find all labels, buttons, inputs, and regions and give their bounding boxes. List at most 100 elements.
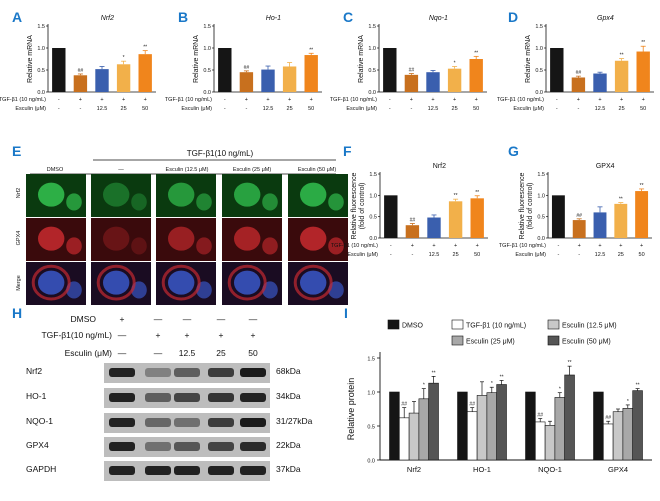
significance-label: ## [537,413,543,419]
wb-mark-tgf-3: + [219,330,224,340]
legend-label: Esculin (12.5 μM) [562,323,617,330]
wb-band [109,442,135,451]
chart-g: 0.0 0.5 1.0 1.5 GPX4 Relative fluorescence (fo… [499,163,652,258]
category-label: NQO-1 [538,465,562,474]
wb-mark-tgf-2: + [185,330,190,340]
wb-band [174,368,200,377]
wb-band [145,466,171,475]
if-cytoplasm-ring [96,264,136,301]
if-cell-bg [91,218,151,261]
y-axis-label-unit: (fold of control) [527,183,534,230]
bar [635,191,649,238]
tgf-mark: + [245,97,248,103]
significance-label: ## [469,402,475,408]
bar [384,195,398,238]
esculin-row-label: Esculin (μM) [15,106,46,112]
y-tick-label: 0.5 [537,215,545,221]
wb-band [240,393,266,402]
significance-label: ## [409,68,415,74]
wb-mark-dmso-1: — [154,314,163,324]
significance-label: ** [640,183,644,189]
esculin-mark: - [79,106,81,112]
wb-kda-nqo1: 31/27kDa [276,416,313,426]
wb-protein-ho1: HO-1 [26,391,47,401]
bar [408,412,420,461]
esculin-mark: 12.5 [428,106,439,112]
y-tick-label: 1.5 [537,172,545,178]
if-nucleus [131,193,147,211]
chart-title: Nrf2 [101,15,114,22]
y-tick-label: 1.0 [369,193,377,199]
bar [550,48,564,92]
wb-mark-esc-0: — [118,348,127,358]
esculin-mark: 50 [142,106,148,112]
y-tick-label: 0.5 [203,68,211,74]
significance-label: ** [432,370,436,376]
if-cytoplasm-ring [31,264,71,301]
if-nucleus [328,237,344,255]
wb-mark-esc-2: 12.5 [179,348,196,358]
bar [593,212,607,238]
bar [405,225,420,238]
significance-label: ** [143,45,147,51]
panel-letter-d: D [508,9,518,25]
legend-label: DMSO [402,323,424,330]
tgf-row-label: TGF-β1 (10 ng/mL) [497,97,544,103]
esculin-mark: - [410,106,412,112]
y-axis-label: Relative mRNA [27,35,34,83]
if-micrograph-cells [26,174,348,305]
bar [564,374,575,461]
wb-band [208,418,234,427]
if-cell [26,218,86,261]
bar [476,395,488,461]
bar [632,390,643,461]
y-tick-label: 1.5 [203,24,211,30]
y-tick-label: 1.5 [37,24,45,30]
bar [544,425,556,461]
esculin-mark: 12.5 [429,252,440,258]
wb-mark-esc-3: 25 [216,348,226,358]
wb-mark-dmso-0: + [120,314,125,324]
wb-mark-tgf-0: — [118,330,127,340]
wb-mark-tgf-4: + [251,330,256,340]
esculin-mark: - [224,106,226,112]
if-nucleus [262,237,278,255]
significance-label: * [123,55,125,61]
if-nucleus [300,270,327,295]
significance-label: ** [500,374,504,380]
tgf-mark: + [122,97,125,103]
significance-label: * [559,387,561,393]
y-tick-label: 0.0 [535,90,543,96]
tgf-mark: - [389,97,391,103]
y-tick-label: 1.0 [203,46,211,52]
significance-label: * [423,383,425,389]
tgf-mark: + [310,97,313,103]
wb-row-esculin: Esculin (μM) [65,348,113,358]
wb-band [174,418,200,427]
panel-letter-b: B [178,9,188,25]
bar [612,411,624,461]
bar [404,74,419,92]
tgf-mark: + [640,243,643,249]
bar [428,382,439,461]
y-tick-label: 0.0 [203,90,211,96]
wb-kda-gapdh: 37kDa [276,464,301,474]
category-label: Nrf2 [407,465,421,474]
if-nucleus [103,226,130,251]
if-cell [288,218,348,261]
panel-letter-a: A [12,9,22,25]
if-nucleus [38,226,65,251]
if-col-dmso: DMSO [47,167,64,173]
bar [467,411,478,461]
wb-strip [104,461,270,481]
wb-mark-tgf-1: + [156,330,161,340]
significance-label: ** [454,193,458,199]
wb-strip [104,413,270,433]
y-tick-label: 1.0 [37,46,45,52]
esculin-row-label: Esculin (μM) [515,252,546,258]
esculin-mark: 25 [618,252,624,258]
if-nucleus [38,182,65,207]
bar [73,75,88,92]
chart-title: Nrf2 [433,163,446,170]
wb-band [208,442,234,451]
